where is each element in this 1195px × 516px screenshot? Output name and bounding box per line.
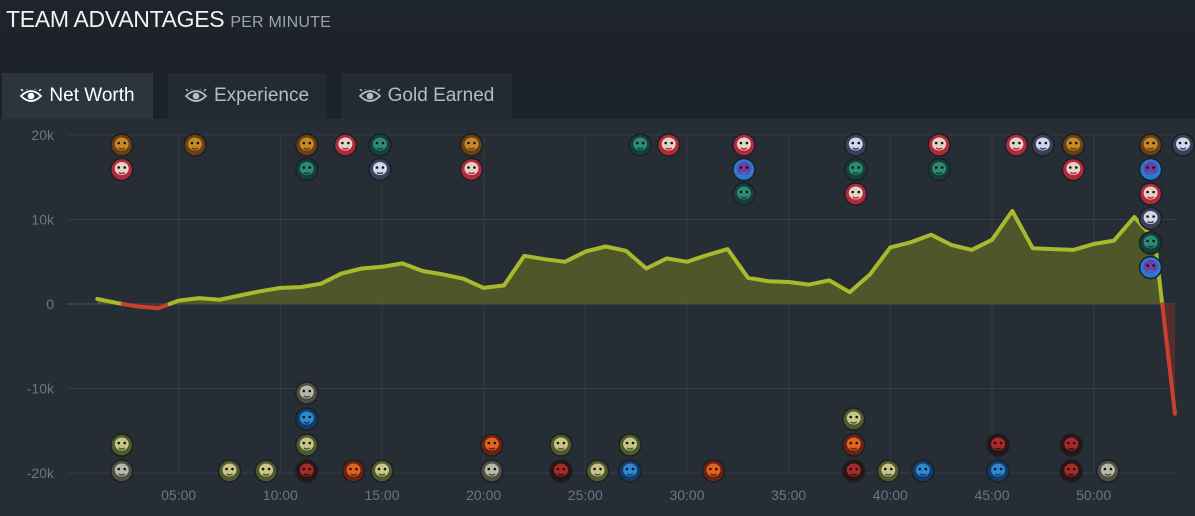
- olive-troll-icon[interactable]: [876, 459, 901, 483]
- gold-warrior-icon[interactable]: [295, 133, 319, 157]
- silver-horned-icon[interactable]: [368, 157, 392, 182]
- x-tick-label: 20:00: [466, 487, 501, 503]
- tab-net-worth[interactable]: Net Worth: [2, 73, 153, 119]
- red-mask-icon[interactable]: [109, 157, 134, 182]
- y-tick-label: 0: [46, 296, 54, 312]
- grey-golem-icon[interactable]: [295, 381, 319, 405]
- blue-crab-icon[interactable]: [986, 459, 1010, 483]
- negative-line: [120, 302, 172, 311]
- silver-horned-icon[interactable]: [1138, 206, 1163, 231]
- orange-brute-icon[interactable]: [341, 459, 366, 483]
- page-title-text: TEAM ADVANTAGES: [6, 6, 225, 32]
- blue-crab-icon[interactable]: [295, 407, 319, 431]
- tab-bar: Net Worth Experience Gold Earned: [0, 73, 1195, 119]
- teal-beast-icon[interactable]: [1138, 231, 1163, 255]
- crimson-demon-icon[interactable]: [295, 459, 319, 483]
- red-mask-icon[interactable]: [656, 133, 681, 157]
- olive-troll-icon[interactable]: [254, 459, 278, 483]
- silver-horned-icon[interactable]: [1171, 133, 1195, 157]
- olive-troll-icon[interactable]: [109, 433, 134, 457]
- blue-spirit-icon[interactable]: [732, 157, 756, 182]
- positive-area: [169, 211, 1163, 304]
- silver-horned-icon[interactable]: [1031, 133, 1055, 157]
- olive-troll-icon[interactable]: [217, 459, 242, 483]
- grey-golem-icon[interactable]: [1096, 459, 1120, 483]
- teal-beast-icon[interactable]: [368, 133, 392, 157]
- chart-area: 20k 10k 0 -10k -20k 05:00 10:00 15:00 20:00 25:00…: [0, 119, 1195, 516]
- tab-label: Net Worth: [49, 85, 135, 106]
- silver-horned-icon[interactable]: [844, 133, 868, 157]
- teal-beast-icon[interactable]: [295, 157, 319, 182]
- teal-beast-icon[interactable]: [844, 157, 868, 182]
- gold-warrior-icon[interactable]: [109, 133, 134, 157]
- red-mask-icon[interactable]: [1138, 182, 1163, 206]
- x-tick-label: 40:00: [873, 487, 908, 503]
- y-tick-label: -20k: [27, 465, 55, 481]
- x-tick-label: 35:00: [771, 487, 806, 503]
- eye-icon: [184, 89, 207, 103]
- olive-troll-icon[interactable]: [618, 433, 642, 457]
- page-subtitle: PER MINUTE: [230, 14, 331, 31]
- page-title: TEAM ADVANTAGES PER MINUTE: [6, 6, 331, 33]
- gold-warrior-icon[interactable]: [459, 133, 484, 157]
- orange-brute-icon[interactable]: [841, 433, 866, 457]
- eye-icon: [20, 89, 43, 103]
- olive-troll-icon[interactable]: [370, 459, 394, 483]
- teal-beast-icon[interactable]: [628, 133, 652, 157]
- blue-spirit-icon[interactable]: [1138, 255, 1163, 280]
- teal-beast-icon[interactable]: [732, 182, 756, 206]
- tab-experience[interactable]: Experience: [168, 73, 326, 119]
- y-tick-label: 10k: [31, 212, 55, 228]
- grey-golem-icon[interactable]: [109, 459, 134, 483]
- olive-troll-icon[interactable]: [585, 459, 610, 483]
- x-tick-label: 10:00: [263, 487, 298, 503]
- net-worth-chart: 20k 10k 0 -10k -20k 05:00 10:00 15:00 20:00 25:00…: [27, 127, 1195, 503]
- blue-spirit-icon[interactable]: [1138, 157, 1163, 182]
- olive-troll-icon[interactable]: [841, 407, 866, 431]
- x-tick-label: 15:00: [364, 487, 399, 503]
- positive-area: [97, 298, 123, 304]
- header: TEAM ADVANTAGES PER MINUTE: [0, 0, 1195, 73]
- grey-golem-icon[interactable]: [480, 459, 504, 483]
- red-mask-icon[interactable]: [1004, 133, 1029, 157]
- tab-label: Experience: [213, 85, 310, 106]
- x-tick-label: 30:00: [669, 487, 704, 503]
- red-mask-icon[interactable]: [927, 133, 951, 157]
- crimson-demon-icon[interactable]: [841, 459, 866, 483]
- gold-warrior-icon[interactable]: [183, 133, 207, 157]
- red-mask-icon[interactable]: [1061, 157, 1086, 182]
- red-mask-icon[interactable]: [844, 182, 868, 206]
- olive-troll-icon[interactable]: [295, 433, 319, 457]
- red-mask-icon[interactable]: [732, 133, 756, 157]
- crimson-demon-icon[interactable]: [986, 433, 1010, 457]
- x-tick-label: 05:00: [161, 487, 196, 503]
- crimson-demon-icon[interactable]: [1059, 459, 1084, 483]
- positive-line: [167, 209, 1165, 306]
- red-mask-icon[interactable]: [333, 133, 358, 157]
- orange-brute-icon[interactable]: [701, 459, 726, 483]
- eye-icon: [358, 89, 381, 103]
- red-mask-icon[interactable]: [459, 157, 484, 182]
- gold-warrior-icon[interactable]: [1138, 133, 1163, 157]
- crimson-demon-icon[interactable]: [549, 459, 573, 483]
- blue-crab-icon[interactable]: [911, 459, 935, 483]
- tab-label: Gold Earned: [387, 85, 495, 106]
- y-tick-label: -10k: [27, 381, 55, 397]
- crimson-demon-icon[interactable]: [1059, 433, 1084, 457]
- y-tick-label: 20k: [31, 127, 55, 143]
- gold-warrior-icon[interactable]: [1061, 133, 1086, 157]
- x-tick-label: 50:00: [1076, 487, 1111, 503]
- x-tick-label: 25:00: [568, 487, 603, 503]
- orange-brute-icon[interactable]: [480, 433, 504, 457]
- teal-beast-icon[interactable]: [927, 157, 951, 182]
- negative-line: [1160, 302, 1177, 416]
- x-tick-label: 45:00: [974, 487, 1009, 503]
- olive-troll-icon[interactable]: [549, 433, 573, 457]
- tab-gold-earned[interactable]: Gold Earned: [341, 73, 512, 119]
- blue-crab-icon[interactable]: [618, 459, 642, 483]
